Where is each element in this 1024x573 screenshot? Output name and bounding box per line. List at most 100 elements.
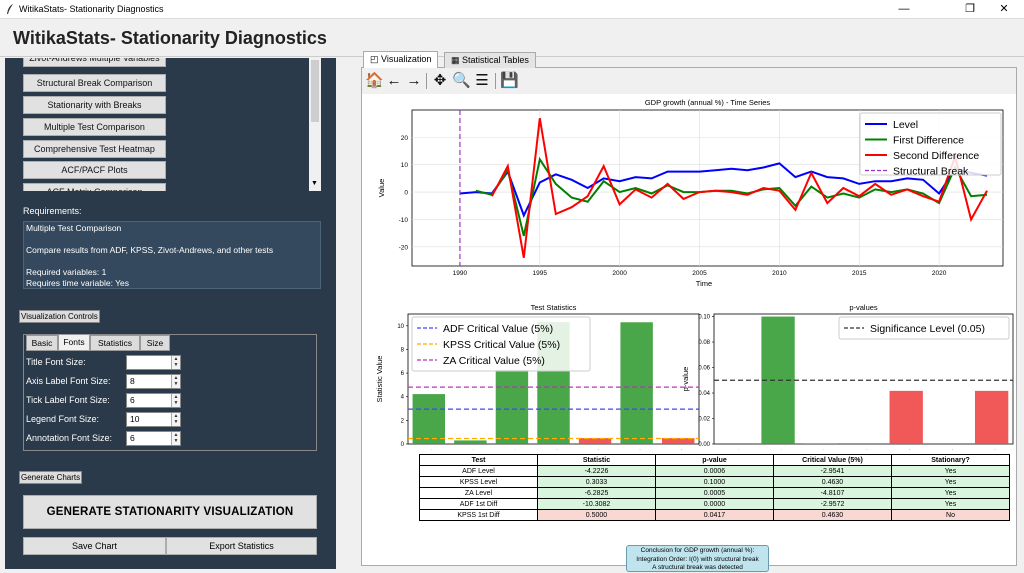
visualization-controls-notebook: Basic Fonts Statistics Size Title Font S… — [23, 334, 317, 451]
table-cell: ADF 1st Diff — [420, 499, 538, 510]
pvalue-bar — [719, 443, 752, 444]
table-cell: 0.5000 — [538, 510, 656, 521]
pvalue-ylabel: p-value — [681, 367, 690, 392]
analysis-button-stationarity-with-breaks[interactable]: Stationarity with Breaks — [23, 96, 166, 114]
tab-statistical-tables[interactable]: ▦ Statistical Tables — [444, 52, 536, 69]
table-cell: Yes — [892, 477, 1010, 488]
tick-label-font-size-spinbox[interactable]: 6 ▲▼ — [126, 393, 181, 408]
analysis-button-multiple-test-comparison[interactable]: Multiple Test Comparison — [23, 118, 166, 136]
ts-ytick-label: 10 — [401, 162, 409, 169]
export-statistics-button[interactable]: Export Statistics — [166, 537, 317, 555]
generate-visualization-button[interactable]: GENERATE STATIONARITY VISUALIZATION — [23, 495, 317, 529]
table-header-cell: Statistic — [538, 455, 656, 466]
table-cell: Yes — [892, 499, 1010, 510]
table-cell: ZA Level — [420, 488, 538, 499]
pvalue-legend-label: Significance Level (0.05) — [870, 323, 985, 335]
close-button[interactable]: ✕ — [987, 0, 1021, 19]
table-cell: 0.0005 — [656, 488, 774, 499]
title-font-size-row: Title Font Size: ▲▼ — [26, 355, 196, 371]
analysis-button-acf-matrix[interactable]: ACF Matrix Comparison — [23, 183, 166, 191]
tab-statistical-tables-label: Statistical Tables — [462, 55, 529, 65]
left-control-panel: Zivot-Andrews Multiple Variables Structu… — [5, 58, 348, 569]
ts-xtick-label: 2020 — [932, 270, 947, 277]
requirements-text: Multiple Test Comparison Compare results… — [23, 221, 321, 289]
configure-icon[interactable]: ☰ — [473, 72, 491, 90]
save-chart-button[interactable]: Save Chart — [23, 537, 166, 555]
pvalue-bar — [975, 391, 1008, 444]
zoom-icon[interactable]: 🔍 — [452, 72, 470, 90]
table-cell: Yes — [892, 488, 1010, 499]
save-figure-icon[interactable]: 💾 — [500, 72, 518, 90]
tab-basic[interactable]: Basic — [26, 335, 58, 351]
title-font-size-spinbox[interactable]: ▲▼ — [126, 355, 181, 370]
tab-fonts[interactable]: Fonts — [58, 334, 90, 351]
spin-arrows-icon[interactable]: ▲▼ — [171, 394, 180, 407]
spin-value: 6 — [130, 433, 135, 443]
tab-size[interactable]: Size — [140, 335, 170, 351]
spin-arrows-icon[interactable]: ▲▼ — [171, 375, 180, 388]
table-cell: KPSS 1st Diff — [420, 510, 538, 521]
ts-xtick-label: 2010 — [772, 270, 787, 277]
teststat-ytick-label: 4 — [401, 395, 405, 401]
scroll-down-icon[interactable]: ▼ — [311, 180, 318, 188]
app-title: WitikaStats- Stationarity Diagnostics — [13, 28, 327, 49]
table-cell: -2.9541 — [774, 466, 892, 477]
pvalue-bar — [804, 443, 837, 444]
table-cell: 0.0006 — [656, 466, 774, 477]
ts-ytick-label: -20 — [399, 244, 409, 251]
tab-visualization[interactable]: ◰ Visualization — [363, 51, 438, 69]
table-header-cell: Critical Value (5%) — [774, 455, 892, 466]
matplotlib-toolbar: 🏠 ← → ✥ 🔍 ☰ 💾 — [362, 68, 1016, 94]
pvalue-ytick-label: 0.00 — [698, 442, 710, 448]
annotation-font-size-spinbox[interactable]: 6 ▲▼ — [126, 431, 181, 446]
back-icon[interactable]: ← — [385, 72, 403, 90]
results-notebook: ◰ Visualization ▦ Statistical Tables 🏠 ←… — [361, 67, 1017, 566]
tab-statistics[interactable]: Statistics — [90, 335, 140, 351]
divider-scrollbar[interactable] — [336, 58, 348, 569]
pan-icon[interactable]: ✥ — [431, 72, 449, 90]
teststat-ylabel: Statistic Value — [375, 356, 384, 403]
table-cell: -10.3082 — [538, 499, 656, 510]
spin-value: 6 — [130, 395, 135, 405]
table-cell: No — [892, 510, 1010, 521]
forward-icon[interactable]: → — [405, 72, 423, 90]
app-feather-icon — [5, 3, 15, 15]
legend-font-size-row: Legend Font Size: 10▲▼ — [26, 412, 196, 428]
analysis-button-za-multiple[interactable]: Zivot-Andrews Multiple Variables — [23, 58, 166, 67]
teststat-legend-label: KPSS Critical Value (5%) — [443, 339, 560, 351]
analysis-button-structural-break-comparison[interactable]: Structural Break Comparison — [23, 74, 166, 92]
analysis-list-scrollbar[interactable]: ▼ — [309, 58, 321, 191]
window-title: WitikaStats- Stationarity Diagnostics — [19, 4, 164, 14]
table-cell: 0.0417 — [656, 510, 774, 521]
ts-legend-label: Structural Break — [893, 166, 969, 178]
table-cell: 0.4630 — [774, 477, 892, 488]
generate-charts-label: Generate Charts — [19, 471, 82, 484]
teststat-ytick-label: 10 — [397, 324, 404, 330]
spin-arrows-icon[interactable]: ▲▼ — [171, 356, 180, 369]
analysis-button-test-heatmap[interactable]: Comprehensive Test Heatmap — [23, 140, 166, 158]
pvalue-title: p-values — [849, 303, 878, 312]
table-cell: 0.4630 — [774, 510, 892, 521]
axis-label-font-size-spinbox[interactable]: 8▲▼ — [126, 374, 181, 389]
analysis-button-acf-pacf[interactable]: ACF/PACF Plots — [23, 161, 166, 179]
scrollbar-thumb[interactable] — [311, 60, 319, 122]
tab-visualization-label: Visualization — [381, 54, 431, 64]
table-cell: -4.8107 — [774, 488, 892, 499]
minimize-button[interactable]: — — [887, 0, 921, 19]
maximize-button[interactable]: ❐ — [953, 0, 987, 19]
pvalue-ytick-label: 0.02 — [698, 417, 710, 423]
ts-ytick-label: -10 — [399, 217, 409, 224]
table-header-cell: Stationary? — [892, 455, 1010, 466]
spin-arrows-icon[interactable]: ▲▼ — [171, 413, 180, 426]
requirements-label: Requirements: — [23, 206, 82, 216]
legend-font-size-spinbox[interactable]: 10▲▼ — [126, 412, 181, 427]
spin-arrows-icon[interactable]: ▲▼ — [171, 432, 180, 445]
ts-legend-label: Second Difference — [893, 150, 979, 162]
ts-xtick-label: 2000 — [612, 270, 627, 277]
table-cell: 0.1000 — [656, 477, 774, 488]
home-icon[interactable]: 🏠 — [365, 72, 383, 90]
